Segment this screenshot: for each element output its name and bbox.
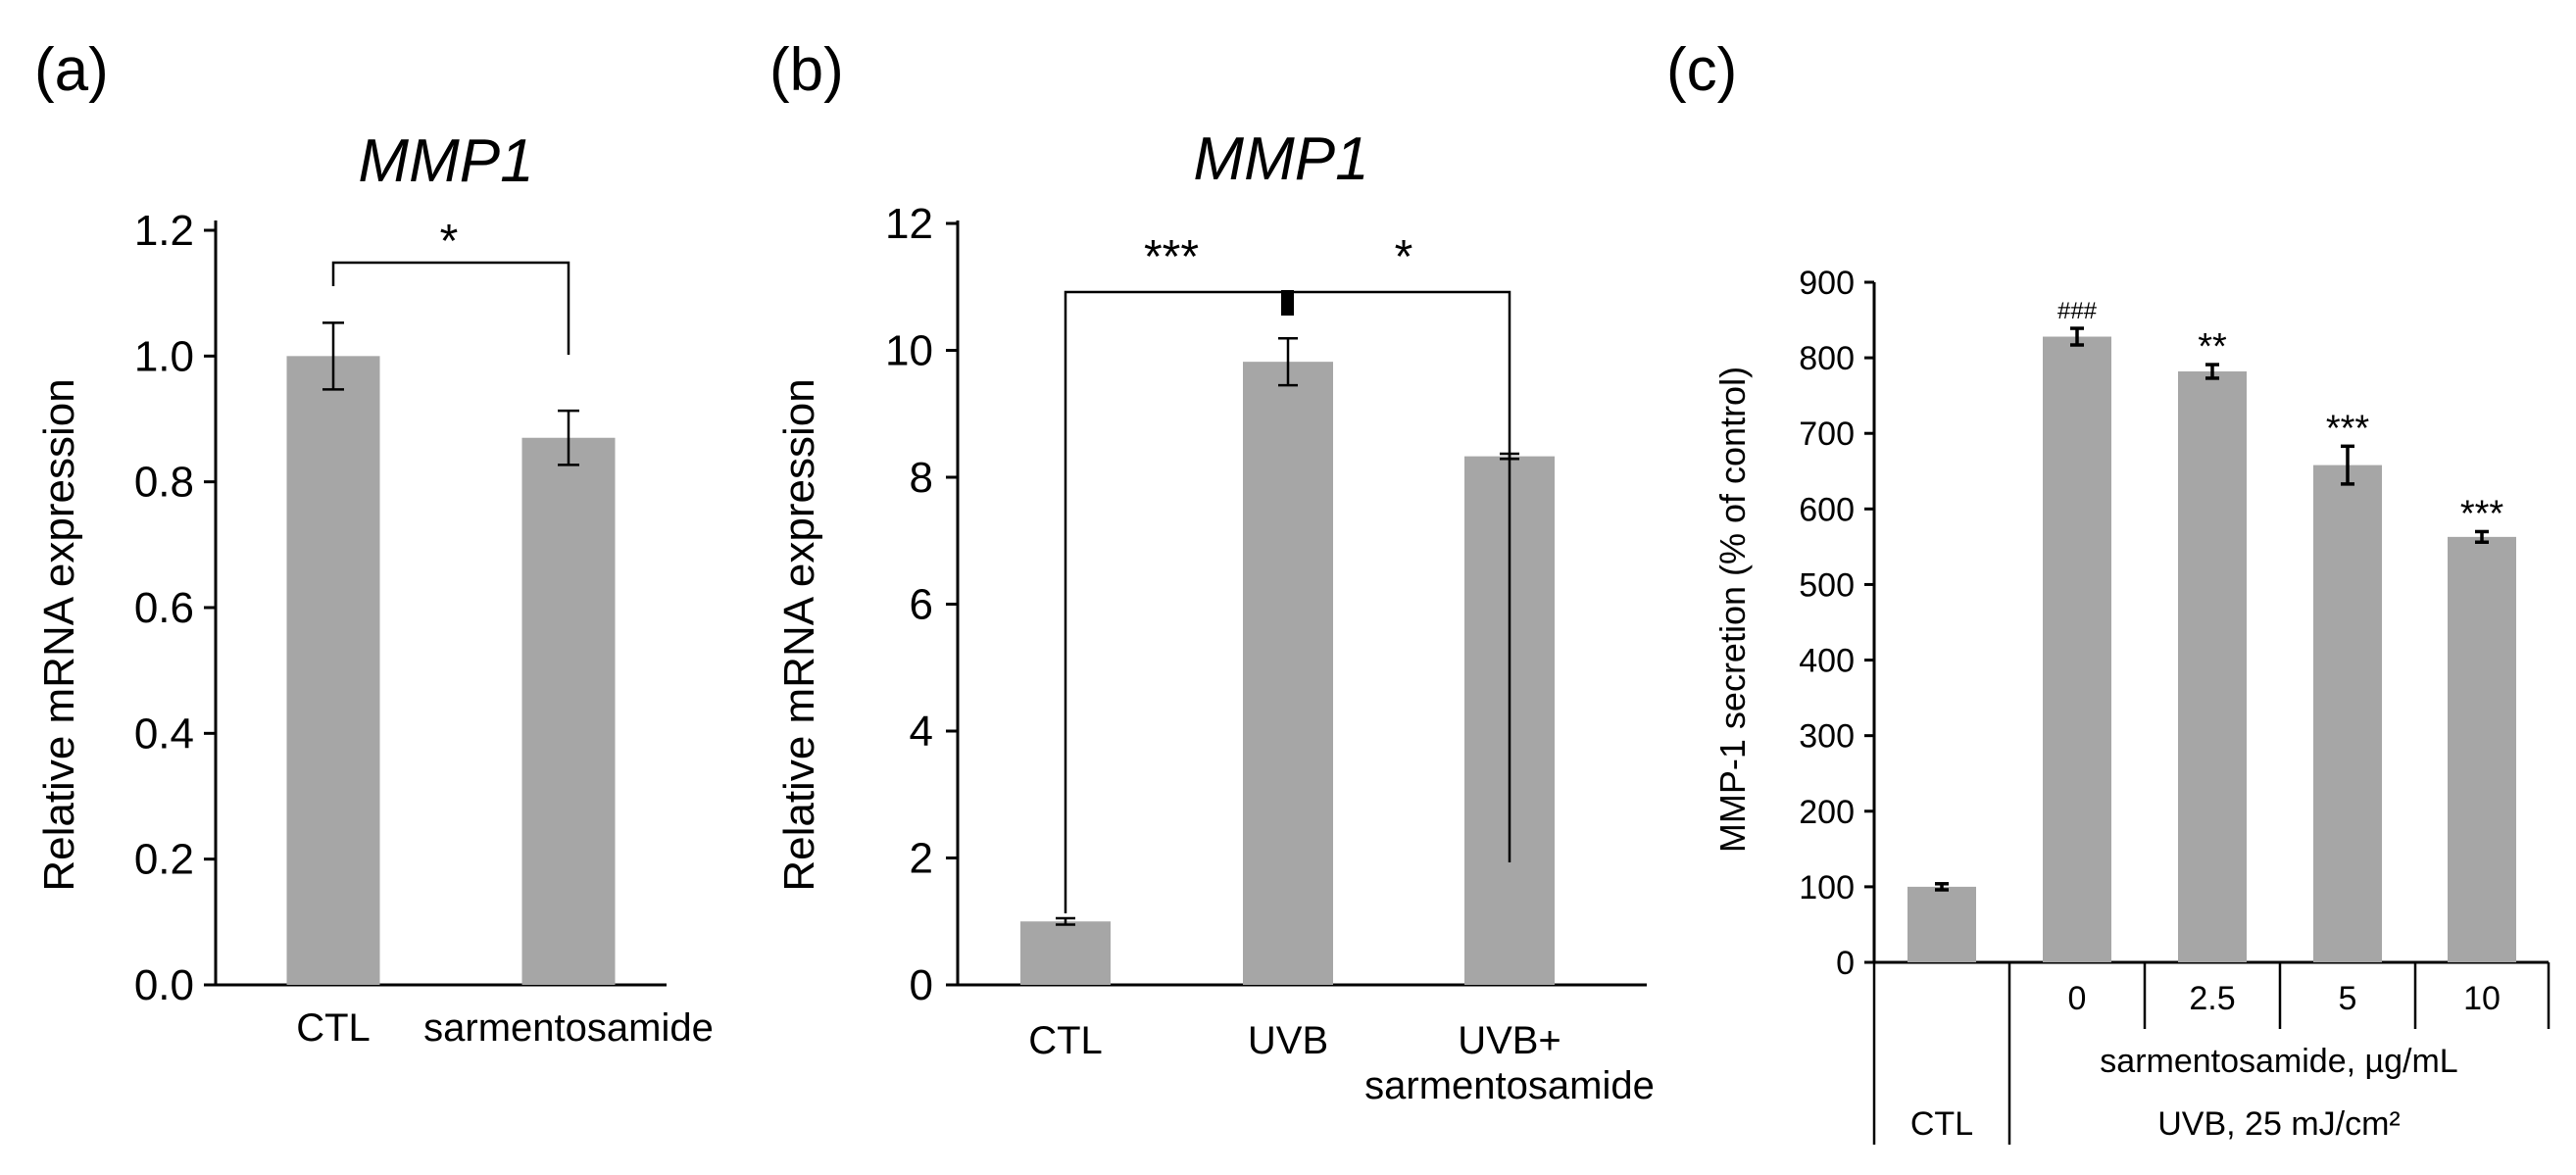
- error-bar: [558, 409, 579, 466]
- panel-b-chart: (b) MMP1 Relative mRNA expression 0 2 4 6 8 1…: [769, 36, 1655, 1107]
- panel-a-chart: (a) MMP1 Relative mRNA expression 0.0 0.2…: [34, 36, 714, 1050]
- y-tick-label: 0.6: [134, 584, 194, 632]
- bar-sarmentosamide: [521, 437, 616, 985]
- x-tick-label: sarmentosamide: [423, 1006, 714, 1050]
- bracket-junction: [1281, 290, 1294, 316]
- x-tick-label: CTL: [1028, 1019, 1103, 1062]
- panel-a-label: (a): [34, 36, 109, 104]
- y-tick-label: 0: [910, 961, 933, 1009]
- x-tick-label: CTL: [296, 1006, 371, 1050]
- bar-dose-0: [2043, 336, 2111, 962]
- y-tick-label: 800: [1799, 340, 1855, 377]
- y-tick-label: 0.4: [134, 710, 194, 758]
- error-bar: [1278, 336, 1298, 387]
- panel-c-chart: (c) MMP-1 secretion (% of control) 01002…: [1666, 36, 2551, 1145]
- significance-label: ***: [1144, 231, 1199, 283]
- y-tick-label: 700: [1799, 416, 1855, 453]
- panel-a-title: MMP1: [358, 127, 533, 195]
- bar-dose-10: [2448, 536, 2516, 962]
- error-bar: [1056, 916, 1075, 926]
- error-bar: [2070, 326, 2084, 347]
- x-tick-label: 5: [2339, 980, 2357, 1017]
- significance-label: **: [2198, 326, 2227, 367]
- significance-bracket: [331, 261, 570, 355]
- y-tick-label: 8: [910, 454, 933, 502]
- bar-dose-2.5: [2178, 370, 2247, 963]
- significance-label: ***: [2326, 408, 2370, 449]
- table-uvb-label: UVB, 25 mJ/cm²: [2157, 1105, 2400, 1143]
- x-tick-label: 0: [2068, 980, 2087, 1017]
- bar-ctl: [1020, 921, 1111, 985]
- x-tick-label: 10: [2463, 980, 2501, 1017]
- significance-label: ###: [2057, 298, 2098, 324]
- y-tick-label: 0.0: [134, 961, 194, 1009]
- y-tick-label: 500: [1799, 566, 1855, 604]
- error-bar: [2205, 363, 2219, 380]
- bar-dose-5: [2313, 465, 2382, 962]
- panel-b-y-axis-label: Relative mRNA expression: [775, 378, 823, 891]
- error-bar: [2475, 529, 2489, 545]
- y-tick-label: 10: [885, 327, 933, 375]
- y-tick-label: 2: [910, 835, 933, 883]
- panel-c-condition-table: sarmentosamide, µg/mL CTL UVB, 25 mJ/cm²: [1872, 962, 2551, 1145]
- panel-b-label: (b): [769, 36, 844, 104]
- x-tick-label: 2.5: [2189, 980, 2235, 1017]
- table-dose-label: sarmentosamide, µg/mL: [2100, 1043, 2457, 1080]
- significance-label: *: [1395, 231, 1413, 283]
- y-tick-label: 0.2: [134, 836, 194, 884]
- y-tick-label: 900: [1799, 265, 1855, 302]
- y-tick-label: 600: [1799, 491, 1855, 528]
- y-tick-label: 6: [910, 581, 933, 629]
- panel-b-title: MMP1: [1193, 125, 1368, 193]
- significance-label: ***: [2460, 493, 2504, 534]
- bar-ctl: [1907, 886, 1976, 962]
- x-tick-label: UVB+ sarmentosamide: [1364, 1019, 1655, 1107]
- significance-label: *: [440, 216, 459, 268]
- x-tick-label: UVB: [1248, 1019, 1328, 1062]
- y-tick-label: 1.0: [134, 332, 194, 380]
- error-bar: [1935, 882, 1949, 892]
- y-tick-label: 0: [1836, 945, 1855, 982]
- y-tick-label: 0.8: [134, 459, 194, 507]
- error-bar: [2341, 444, 2354, 486]
- bar-uvb: [1243, 362, 1333, 985]
- panel-c-y-axis-label: MMP-1 secretion (% of control): [1712, 367, 1753, 853]
- y-tick-label: 300: [1799, 718, 1855, 756]
- y-tick-label: 400: [1799, 643, 1855, 680]
- bar-ctl: [286, 356, 380, 985]
- y-tick-label: 1.2: [134, 207, 194, 255]
- y-tick-label: 200: [1799, 794, 1855, 831]
- panel-c-label: (c): [1666, 36, 1737, 104]
- y-tick-label: 4: [910, 708, 933, 756]
- y-tick-label: 100: [1799, 869, 1855, 906]
- y-tick-label: 12: [885, 200, 933, 248]
- error-bar: [322, 321, 344, 391]
- table-ctl-label: CTL: [1910, 1105, 1973, 1143]
- panel-a-y-axis-label: Relative mRNA expression: [35, 378, 83, 891]
